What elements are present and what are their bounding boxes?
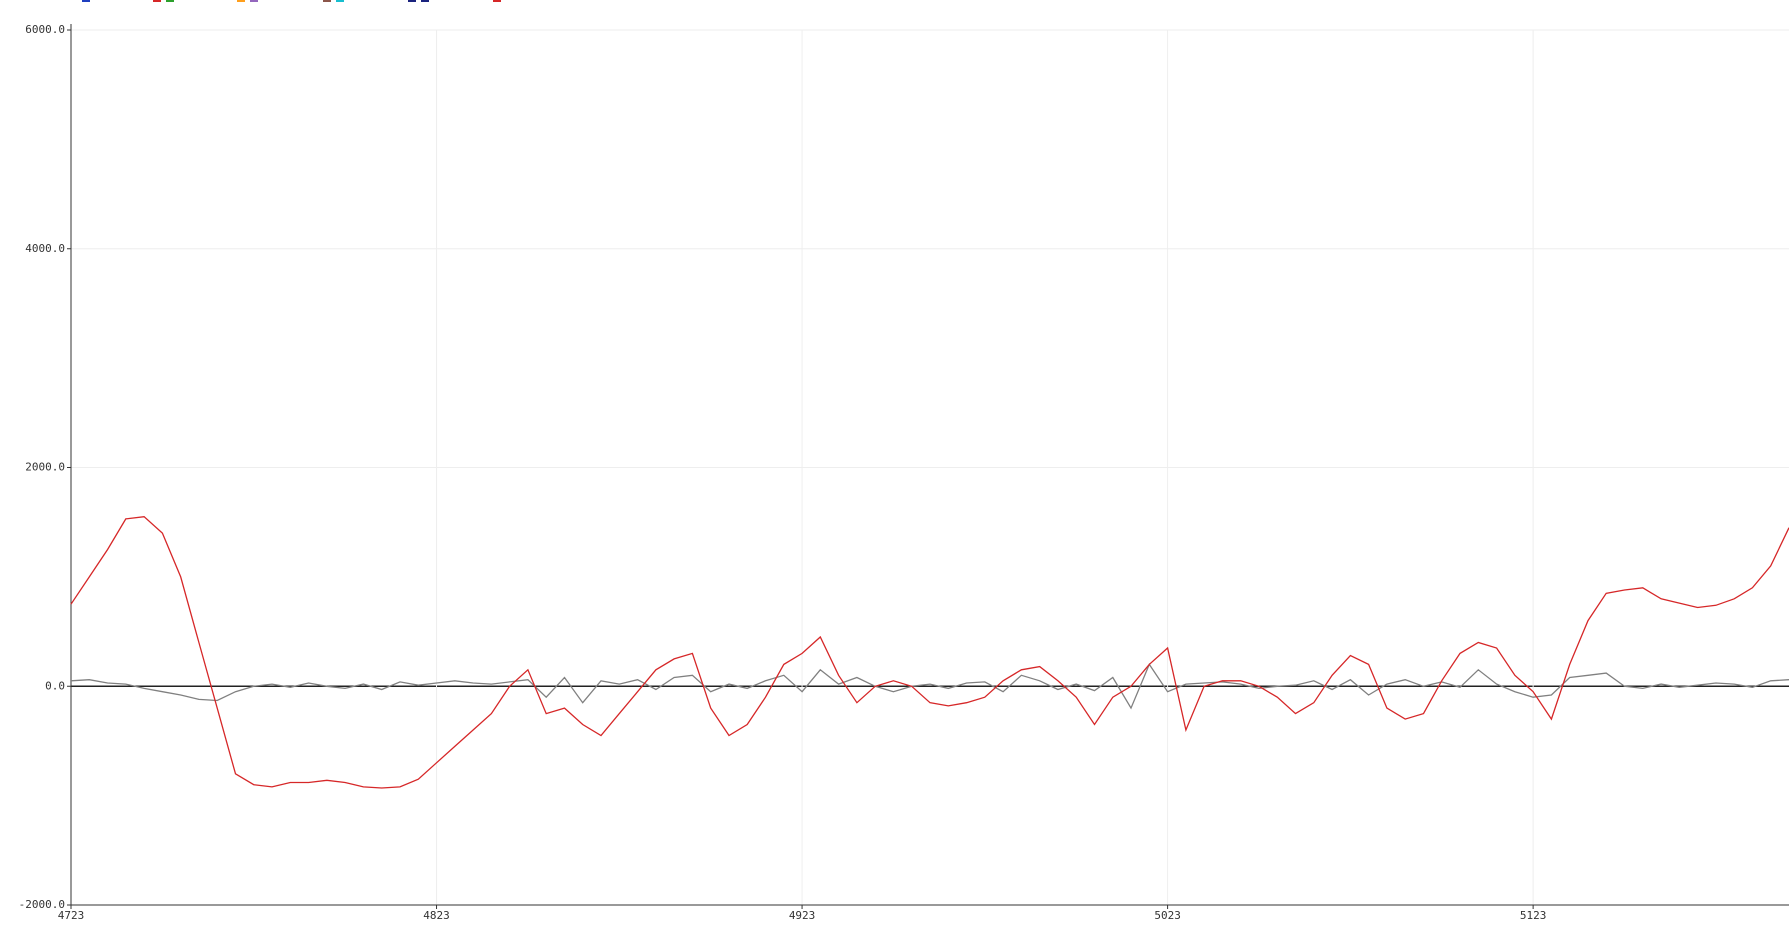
legend-swatch (166, 0, 174, 2)
x-tick-label: 4823 (423, 909, 450, 922)
y-tick-label: 0.0 (45, 679, 65, 692)
legend-swatch (250, 0, 258, 2)
legend-swatch (421, 0, 429, 2)
x-tick-label: 4923 (789, 909, 816, 922)
legend-swatch (336, 0, 344, 2)
x-tick-label: 5123 (1520, 909, 1547, 922)
x-tick-label: 5023 (1154, 909, 1181, 922)
legend-swatch (237, 0, 245, 2)
y-tick-label: -2000.0 (19, 898, 65, 911)
x-tick-label: 4723 (58, 909, 85, 922)
series-line (70, 663, 1789, 710)
legend-swatch (82, 0, 90, 2)
series-line (70, 516, 1789, 789)
legend-swatch (323, 0, 331, 2)
y-tick-label: 4000.0 (25, 242, 65, 255)
legend-swatch (153, 0, 161, 2)
y-tick-label: 2000.0 (25, 461, 65, 474)
legend-swatch (408, 0, 416, 2)
y-tick-label: 6000.0 (25, 23, 65, 36)
legend-swatch (493, 0, 501, 2)
legend-swatches (82, 0, 501, 2)
